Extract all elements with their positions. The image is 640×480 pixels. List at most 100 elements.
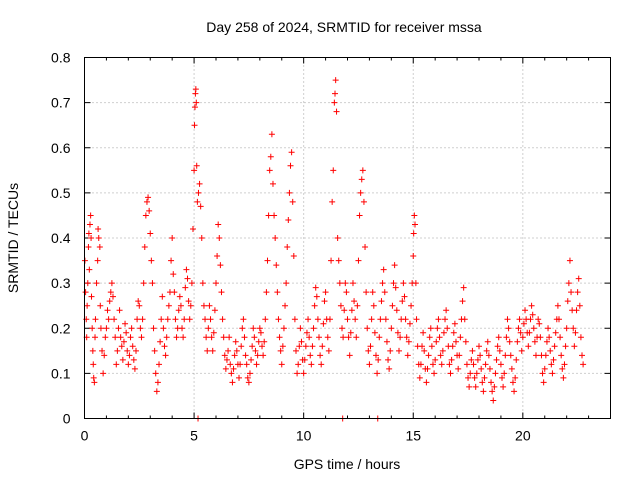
data-point [256, 325, 263, 332]
y-tick-label: 0.7 [51, 95, 71, 111]
data-point [142, 212, 149, 219]
data-point [120, 338, 127, 345]
data-point [82, 289, 89, 296]
data-point [404, 352, 411, 359]
data-point [399, 298, 406, 305]
data-point [363, 289, 370, 296]
data-point [317, 352, 324, 359]
data-point [261, 338, 268, 345]
data-point [532, 352, 539, 359]
data-point [93, 280, 100, 287]
data-point [191, 104, 198, 111]
data-point [364, 325, 371, 332]
data-point [403, 334, 410, 341]
data-point [210, 329, 217, 336]
data-point [134, 316, 141, 323]
data-point [479, 379, 486, 386]
data-point [223, 356, 230, 363]
data-point [332, 77, 339, 84]
y-tick-label: 0 [63, 411, 71, 427]
data-point [427, 325, 434, 332]
data-point [216, 235, 223, 241]
data-point [104, 307, 111, 314]
data-point [392, 284, 399, 291]
data-point [370, 302, 377, 309]
grid-lines [84, 57, 611, 419]
data-point [347, 329, 354, 336]
data-point [135, 298, 142, 305]
data-point [530, 325, 537, 332]
data-point [253, 361, 260, 368]
data-point [545, 325, 552, 332]
data-point [225, 347, 232, 354]
data-point [410, 230, 417, 237]
data-point [393, 307, 400, 314]
data-point [457, 334, 464, 341]
data-point [290, 253, 297, 260]
data-point [536, 320, 543, 327]
data-point [131, 365, 138, 372]
data-point [143, 198, 150, 205]
data-point [244, 374, 251, 381]
data-point [185, 298, 192, 305]
data-point [555, 316, 562, 323]
data-point [477, 352, 484, 359]
data-point [259, 343, 266, 350]
data-point [528, 302, 535, 309]
data-point [260, 352, 267, 359]
data-point [437, 352, 444, 359]
data-point [394, 329, 401, 336]
data-point [474, 356, 481, 363]
data-point [506, 338, 513, 345]
data-point [91, 379, 98, 386]
data-point [302, 343, 309, 350]
data-point [388, 325, 395, 332]
data-point [330, 167, 337, 174]
data-point [466, 383, 473, 390]
data-point [291, 316, 298, 323]
data-point [440, 329, 447, 336]
data-point [473, 370, 480, 377]
data-point [239, 325, 246, 332]
data-point [332, 90, 339, 97]
data-point [374, 370, 381, 377]
y-axis-label: SRMTID / TECUs [5, 183, 21, 293]
data-point [284, 244, 291, 251]
data-point [152, 370, 159, 377]
chart-title: Day 258 of 2024, SRMTID for receiver mss… [206, 19, 482, 35]
data-point [579, 352, 586, 359]
data-point [353, 334, 360, 341]
y-tick-label: 0.5 [51, 185, 71, 201]
data-point [438, 361, 445, 368]
data-point [101, 352, 108, 359]
data-point [148, 257, 155, 264]
data-point [180, 334, 187, 341]
data-point [562, 343, 569, 350]
data-point [328, 257, 335, 264]
data-point [359, 167, 366, 174]
data-point [187, 302, 194, 309]
data-point [194, 198, 201, 205]
data-point [504, 316, 511, 323]
data-point [321, 298, 328, 305]
data-point [326, 316, 333, 323]
x-tick-label: 10 [296, 428, 312, 444]
y-tick-label: 0.4 [51, 230, 71, 246]
data-point [568, 289, 575, 296]
data-point [86, 266, 93, 273]
data-point [433, 338, 440, 345]
data-point [514, 338, 521, 345]
data-point [507, 352, 514, 359]
data-point [425, 352, 432, 359]
data-point [356, 212, 363, 219]
data-point [402, 316, 409, 323]
y-tick-label: 0.1 [51, 365, 71, 381]
data-point [564, 298, 571, 305]
x-tick-labels: 0 5 10 15 20 [81, 428, 531, 444]
data-point [164, 316, 171, 323]
data-point [182, 284, 189, 291]
data-point [444, 325, 451, 332]
data-point [412, 280, 419, 287]
data-point [173, 334, 180, 341]
data-point [208, 334, 215, 341]
